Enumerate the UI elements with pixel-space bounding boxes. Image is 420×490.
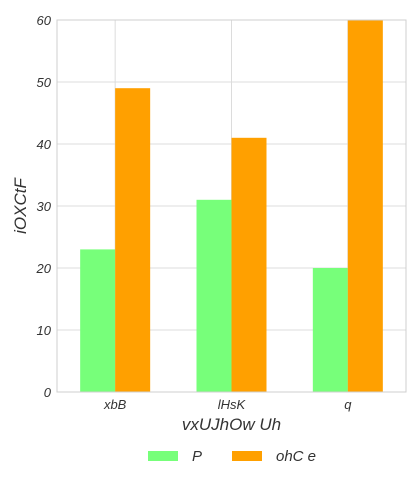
y-tick-label: 10 — [37, 323, 52, 338]
bar-series-2-lHsK — [231, 137, 267, 392]
legend-label: ohC e — [276, 448, 316, 465]
y-axis-ticks: 0 10 20 30 40 50 60 — [36, 13, 52, 400]
y-tick-label: 40 — [37, 137, 52, 152]
x-tick-label: q — [344, 397, 352, 412]
y-axis-label: iOXCtF — [11, 177, 30, 234]
y-tick-label: 60 — [37, 13, 52, 28]
bars — [80, 20, 383, 392]
plot-frame — [56, 19, 407, 393]
bar-series-2-xbB — [115, 88, 151, 392]
legend-swatch — [148, 451, 178, 461]
bar-series-1-lHsK — [196, 199, 232, 392]
y-tick-label: 50 — [37, 75, 52, 90]
x-tick-label: xbB — [103, 397, 127, 412]
y-tick-label: 30 — [37, 199, 52, 214]
bar-series-1-q — [312, 268, 348, 392]
legend-label: P — [192, 448, 202, 465]
x-tick-label: lHsK — [218, 397, 247, 412]
y-tick-label: 0 — [44, 385, 52, 400]
bar-series-2-q — [347, 20, 383, 392]
bar-series-1-xbB — [80, 249, 116, 392]
x-axis-label: vxUJhOw Uh — [182, 415, 281, 434]
y-tick-label: 20 — [36, 261, 52, 276]
legend-swatch — [232, 451, 262, 461]
x-axis-ticks: xbB lHsK q — [103, 397, 352, 412]
